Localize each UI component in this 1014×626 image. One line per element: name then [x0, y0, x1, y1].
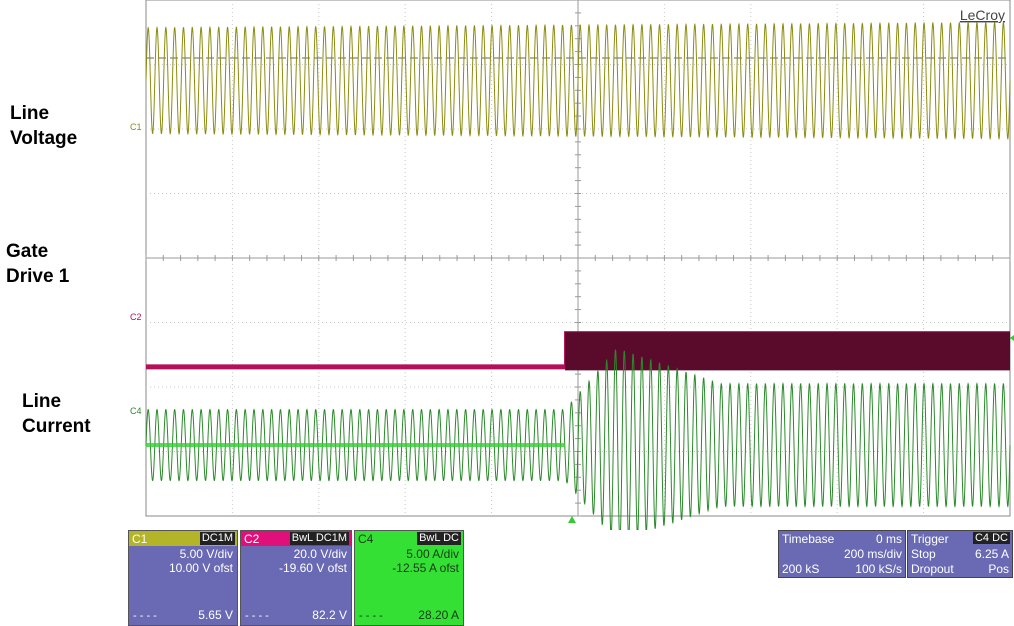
channel-c4-name: C4: [358, 532, 374, 546]
trace-label-c1: C1: [130, 122, 142, 132]
trigger-label: Trigger: [911, 532, 949, 546]
trigger-slope: Pos: [988, 562, 1009, 576]
channel-c4-offset: -12.55 A ofst: [392, 561, 459, 575]
trace-c4: [145, 349, 1011, 530]
trigger-level: 6.25 A: [974, 547, 1009, 561]
label-line-voltage: Line Voltage: [10, 101, 77, 151]
channel-c1-name: C1: [132, 532, 148, 546]
scope-traces: [145, 21, 1011, 530]
channel-c4-box[interactable]: C4 BwL DC 5.00 A/div -12.55 A ofst - - -…: [354, 530, 464, 626]
label-line-current: Line Current: [22, 389, 91, 439]
channel-c1-offset: 10.00 V ofst: [168, 561, 233, 575]
channel-c1-coupling: DC1M: [199, 532, 235, 545]
trigger-type: Dropout: [911, 562, 954, 576]
timebase-panel[interactable]: Timebase 0 ms 200 ms/div 200 kS 100 kS/s: [778, 530, 906, 578]
label-line-voltage-1: Line: [10, 103, 50, 124]
trace-label-c4: C4: [130, 406, 142, 416]
label-line-current-2: Current: [22, 416, 91, 437]
scope-display: LeCroy C1 C2 C4: [130, 0, 1014, 530]
timebase-tdiv: 200 ms/div: [843, 547, 902, 561]
brand-logo: LeCroy: [960, 7, 1005, 23]
trace-c1: [145, 21, 1011, 141]
timebase-delay: 0 ms: [875, 532, 902, 546]
label-line-voltage-2: Voltage: [10, 128, 78, 149]
channel-c4-measure: 28.20 A: [418, 608, 459, 622]
channel-c4-vdiv: 5.00 A/div: [406, 547, 459, 561]
trigger-level-marker: [1010, 335, 1014, 341]
channel-c4-coupling: BwL DC: [417, 532, 461, 545]
channel-c2-dash: - - - -: [245, 610, 269, 622]
label-gate-drive-2: Drive 1: [6, 266, 70, 287]
channel-c1-box[interactable]: C1 DC1M 5.00 V/div 10.00 V ofst - - - - …: [128, 530, 238, 626]
label-line-current-1: Line: [22, 391, 62, 412]
channel-c1-vdiv: 5.00 V/div: [179, 547, 233, 561]
channel-c1-dash: - - - -: [133, 610, 157, 622]
trace-c2-low-band: [146, 364, 566, 370]
label-gate-drive-1: Gate: [6, 241, 49, 262]
trigger-marker: [568, 516, 576, 523]
timebase-label: Timebase: [782, 532, 835, 546]
channel-c2-measure: 82.2 V: [312, 608, 347, 622]
channel-c4-dash: - - - -: [359, 610, 383, 622]
timebase-rate: 100 kS/s: [855, 562, 902, 576]
trigger-mode: Stop: [911, 547, 936, 561]
channel-c2-vdiv: 20.0 V/div: [293, 547, 347, 561]
channel-c2-name: C2: [244, 532, 260, 546]
channel-c2-coupling: BwL DC1M: [289, 532, 349, 545]
channel-c1-measure: 5.65 V: [198, 608, 233, 622]
channel-c2-offset: -19.60 V ofst: [278, 561, 347, 575]
channel-c4-header: C4 BwL DC: [355, 531, 463, 546]
trace-c2-pwm-band: [565, 332, 1010, 371]
channel-c2-header: C2 BwL DC1M: [241, 531, 351, 546]
channel-c2-box[interactable]: C2 BwL DC1M 20.0 V/div -19.60 V ofst - -…: [240, 530, 352, 626]
trigger-source: C4 DC: [972, 532, 1010, 544]
timebase-samples: 200 kS: [782, 562, 820, 576]
trace-label-c2: C2: [130, 312, 142, 322]
trace-c4-baseline: [146, 443, 566, 448]
label-gate-drive: Gate Drive 1: [6, 239, 69, 289]
trigger-panel[interactable]: Trigger C4 DC Stop 6.25 A Dropout Pos: [907, 530, 1013, 578]
channel-c1-header: C1 DC1M: [129, 531, 237, 546]
